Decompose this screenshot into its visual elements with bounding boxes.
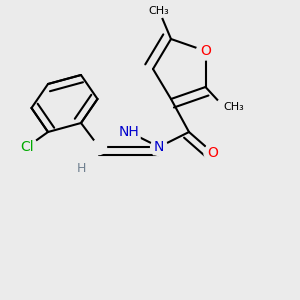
Text: H: H xyxy=(76,161,86,175)
Text: O: O xyxy=(208,146,218,160)
Circle shape xyxy=(151,139,167,155)
Circle shape xyxy=(152,3,166,18)
Circle shape xyxy=(216,99,231,114)
Circle shape xyxy=(74,161,88,175)
Circle shape xyxy=(196,42,214,60)
Text: Cl: Cl xyxy=(20,140,34,154)
Circle shape xyxy=(92,140,106,154)
Circle shape xyxy=(204,144,222,162)
Text: CH₃: CH₃ xyxy=(224,101,244,112)
Text: O: O xyxy=(200,44,211,58)
Circle shape xyxy=(119,122,139,142)
Circle shape xyxy=(16,136,38,158)
Text: N: N xyxy=(154,140,164,154)
Text: CH₃: CH₃ xyxy=(148,5,170,16)
Text: NH: NH xyxy=(118,125,140,139)
